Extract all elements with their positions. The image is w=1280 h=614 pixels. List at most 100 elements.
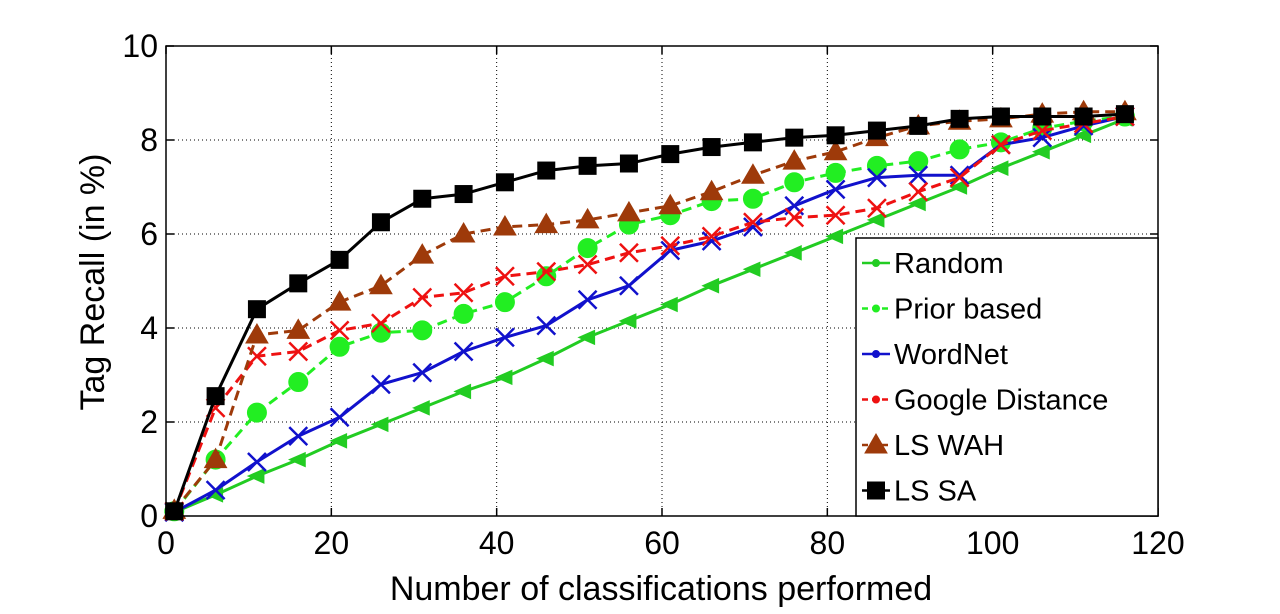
data-point — [577, 329, 596, 346]
data-point — [660, 296, 678, 313]
data-point — [537, 161, 556, 180]
data-point — [247, 452, 267, 472]
data-point — [660, 235, 681, 256]
data-point — [371, 213, 390, 232]
data-point — [371, 374, 391, 395]
data-point — [329, 433, 348, 449]
data-point — [165, 502, 184, 521]
data-point — [288, 451, 306, 468]
data-point — [784, 207, 805, 228]
x-tick-label: 60 — [644, 525, 680, 561]
data-point — [661, 145, 680, 164]
data-point — [454, 185, 473, 204]
data-point — [867, 198, 887, 219]
data-point — [495, 327, 515, 348]
data-point — [245, 323, 269, 344]
data-point — [619, 275, 639, 296]
x-tick-label: 120 — [1131, 525, 1184, 561]
data-point — [991, 107, 1010, 126]
data-point — [949, 179, 968, 195]
data-point — [617, 200, 641, 222]
data-point — [495, 266, 515, 287]
data-point — [908, 165, 929, 186]
data-point — [950, 109, 969, 128]
data-point — [206, 387, 225, 406]
data-point — [536, 350, 554, 367]
data-point — [329, 407, 350, 428]
data-point — [949, 139, 970, 160]
legend-marker — [864, 433, 888, 454]
data-point — [991, 134, 1011, 155]
data-point — [782, 149, 807, 170]
data-point — [866, 212, 885, 228]
series-5 — [165, 105, 1134, 521]
y-tick-label: 8 — [140, 122, 158, 158]
data-point — [949, 165, 970, 186]
x-tick-label: 0 — [157, 525, 175, 561]
data-point — [619, 242, 639, 263]
data-point — [866, 155, 887, 176]
data-point — [330, 250, 349, 269]
data-point — [1115, 105, 1134, 124]
data-point — [825, 162, 846, 183]
legend-label: LS SA — [894, 476, 977, 508]
data-point — [370, 416, 389, 433]
data-point — [577, 238, 598, 259]
data-point — [1033, 107, 1052, 126]
data-point — [825, 179, 846, 200]
grid — [166, 46, 1158, 516]
data-point — [784, 245, 802, 261]
legend-marker — [872, 304, 880, 313]
data-point — [867, 121, 886, 140]
data-point — [453, 383, 472, 400]
data-point — [288, 341, 309, 362]
series-lines — [162, 99, 1137, 523]
data-point — [494, 369, 513, 386]
legend-entry: WordNet — [862, 339, 1008, 371]
x-tick-label: 40 — [479, 525, 515, 561]
x-tick-label: 20 — [314, 525, 350, 561]
data-point — [247, 300, 266, 319]
legend: Random Prior based WordNet Google Distance L… — [855, 237, 1159, 517]
legend-entry: Prior based — [862, 294, 1042, 326]
data-point — [702, 138, 721, 157]
x-tick-label: 100 — [966, 525, 1019, 561]
data-point — [494, 292, 515, 313]
legend-label: LS WAH — [894, 430, 1004, 462]
data-point — [742, 188, 763, 209]
data-point — [701, 226, 722, 247]
data-point — [949, 167, 970, 188]
data-point — [578, 156, 597, 175]
y-tick-label: 0 — [140, 498, 158, 534]
data-point — [908, 151, 929, 172]
data-point — [741, 163, 765, 184]
data-point — [699, 179, 724, 201]
data-point — [203, 447, 228, 469]
data-point — [246, 468, 265, 484]
data-point — [329, 336, 350, 357]
data-point — [453, 303, 474, 324]
legend-entry: LS SA — [862, 476, 977, 508]
legend-entry: LS WAH — [862, 430, 1004, 462]
data-point — [577, 254, 598, 275]
data-point — [536, 261, 557, 282]
data-point — [785, 128, 804, 147]
data-point — [867, 167, 887, 188]
x-axis-label: Number of classifications performed — [390, 570, 932, 608]
data-point — [453, 341, 474, 362]
legend-label: Random — [894, 248, 1004, 280]
data-point — [826, 126, 845, 145]
data-point — [412, 400, 430, 416]
data-point — [453, 282, 474, 303]
legend-marker — [867, 481, 885, 500]
y-tick-label: 10 — [122, 28, 158, 64]
data-point — [370, 322, 391, 343]
legend-label: Google Distance — [894, 385, 1108, 417]
data-point — [658, 193, 683, 215]
data-point — [451, 222, 476, 243]
legend-label: Prior based — [894, 294, 1042, 326]
data-point — [412, 320, 433, 341]
legend-box — [855, 237, 1159, 517]
y-tick-label: 2 — [140, 404, 158, 440]
